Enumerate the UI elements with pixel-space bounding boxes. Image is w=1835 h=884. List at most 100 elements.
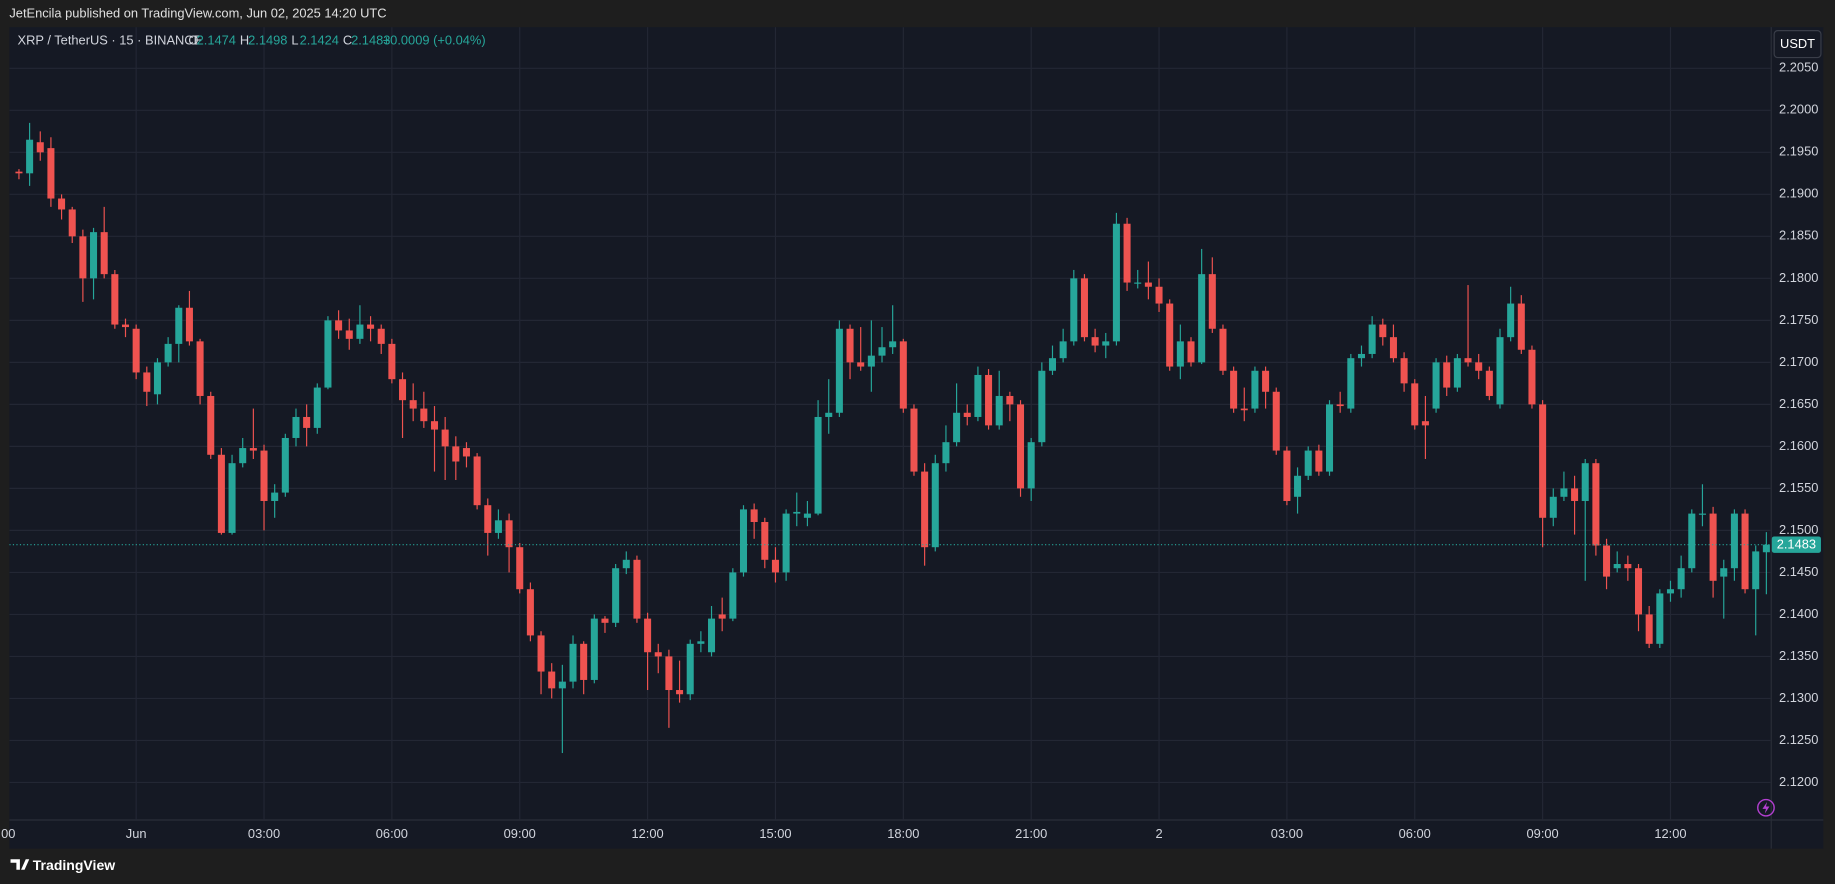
candle-body (1294, 475, 1302, 497)
candle-body (985, 374, 993, 426)
candle-body (111, 274, 119, 325)
candle-body (718, 614, 726, 619)
alert-bolt (1762, 801, 1770, 814)
candle-body (1634, 568, 1643, 615)
candle-body (1645, 614, 1653, 644)
candle-body (1283, 450, 1291, 501)
y-tick-label: 2.1200 (1779, 774, 1818, 789)
y-tick-label: 2.1400 (1779, 606, 1818, 621)
time-axis: 00 Jun 03:00 06:00 09:00 12:00 15:00 18:00 21:00… (1, 826, 1686, 841)
candle-body (324, 320, 332, 388)
candle-body (1326, 404, 1334, 472)
candle-body (793, 511, 801, 514)
currency-button[interactable] (1773, 30, 1822, 59)
candle-body (1613, 564, 1621, 569)
candle-body (676, 690, 684, 695)
y-tick-label: 2.1850 (1779, 228, 1818, 243)
candle-body (494, 520, 502, 533)
alert-icon[interactable] (1757, 798, 1775, 817)
candle-body (473, 456, 481, 506)
candle-body (899, 341, 907, 409)
candle-body (1709, 513, 1717, 581)
candle-body (1304, 450, 1312, 476)
candle-body (143, 372, 151, 392)
candle-body (462, 448, 470, 457)
x-tick-label: 06:00 (376, 826, 408, 841)
candle-body (953, 412, 961, 443)
symbol-title: XRP / TetherUS · 15 · BINANCE (18, 33, 203, 48)
candle-body (484, 505, 492, 533)
candle-body (1666, 589, 1674, 594)
x-tick-label: 00 (1, 826, 15, 841)
last-price-label: 2.1483 (1777, 537, 1816, 552)
y-tick-label: 2.1650 (1779, 396, 1818, 411)
symbol-header: XRP / TetherUS · 15 · BINANCE O2.1474 H2.… (18, 33, 486, 48)
y-tick-label: 2.2000 (1779, 102, 1818, 117)
candle-body (846, 328, 854, 363)
candle-body (207, 395, 215, 455)
candle-body (185, 307, 193, 342)
candle-body (739, 509, 748, 573)
x-tick-label: 15:00 (759, 826, 791, 841)
candle-body (601, 618, 609, 623)
candle-body (1187, 341, 1195, 363)
currency-label[interactable]: USDT (1780, 36, 1815, 51)
candle-body (857, 362, 865, 367)
y-tick-label: 2.1600 (1779, 438, 1818, 453)
candle-body (1485, 370, 1493, 396)
price-axis: 2.1200 2.1250 2.1300 2.1350 2.1400 2.1450 2.15… (1771, 60, 1821, 789)
x-tick-label: 2 (1155, 826, 1162, 841)
candle-body (303, 416, 311, 428)
candle-body (132, 328, 140, 373)
candle-body (1166, 303, 1174, 367)
candle-body (1379, 324, 1387, 338)
candle-body (1517, 303, 1525, 350)
candle-body (430, 421, 439, 430)
y-tick-label: 2.1550 (1779, 480, 1818, 495)
candle-body (356, 324, 364, 339)
candle-body (878, 347, 886, 356)
candle-body (1198, 274, 1206, 363)
candle-body (79, 236, 87, 279)
candle-body (654, 652, 662, 657)
candle-body (622, 559, 630, 569)
candle-body (15, 171, 23, 174)
candle-body (1134, 282, 1142, 284)
candle-body (569, 643, 577, 682)
y-tick-label: 2.1950 (1779, 144, 1818, 159)
candle-body (1272, 391, 1280, 451)
candle-body (249, 448, 257, 451)
candle-body (729, 572, 737, 619)
candle-body (1720, 568, 1728, 577)
y-tick-label: 2.1250 (1779, 732, 1818, 747)
x-tick-label: 09:00 (504, 826, 536, 841)
candle-body (750, 509, 758, 522)
candle-body (281, 437, 289, 493)
candle-body (1240, 408, 1248, 411)
candle-body (771, 559, 779, 573)
candle-body (335, 320, 343, 331)
candle-body (271, 492, 279, 501)
candle-body (921, 471, 929, 548)
candle-body (47, 148, 55, 199)
ohlc-value: 2.1498 (248, 33, 287, 48)
candle-body (580, 643, 588, 680)
y-tick-label: 2.1700 (1779, 354, 1818, 369)
candle-body (1443, 362, 1451, 388)
candle-body (1144, 282, 1152, 287)
candle-body (1571, 488, 1579, 501)
ohlc-key: H (240, 33, 249, 48)
candle-body (1155, 286, 1163, 304)
candle-body (441, 429, 449, 447)
candle-body (1389, 337, 1397, 359)
candle-body (1592, 463, 1600, 546)
candle-body (1464, 358, 1472, 363)
x-tick-label: 21:00 (1015, 826, 1047, 841)
candle-body (910, 408, 918, 472)
candle-body (1560, 488, 1568, 497)
candle-body (942, 442, 950, 464)
candle-body (1048, 358, 1057, 371)
y-tick-label: 2.1450 (1779, 564, 1818, 579)
